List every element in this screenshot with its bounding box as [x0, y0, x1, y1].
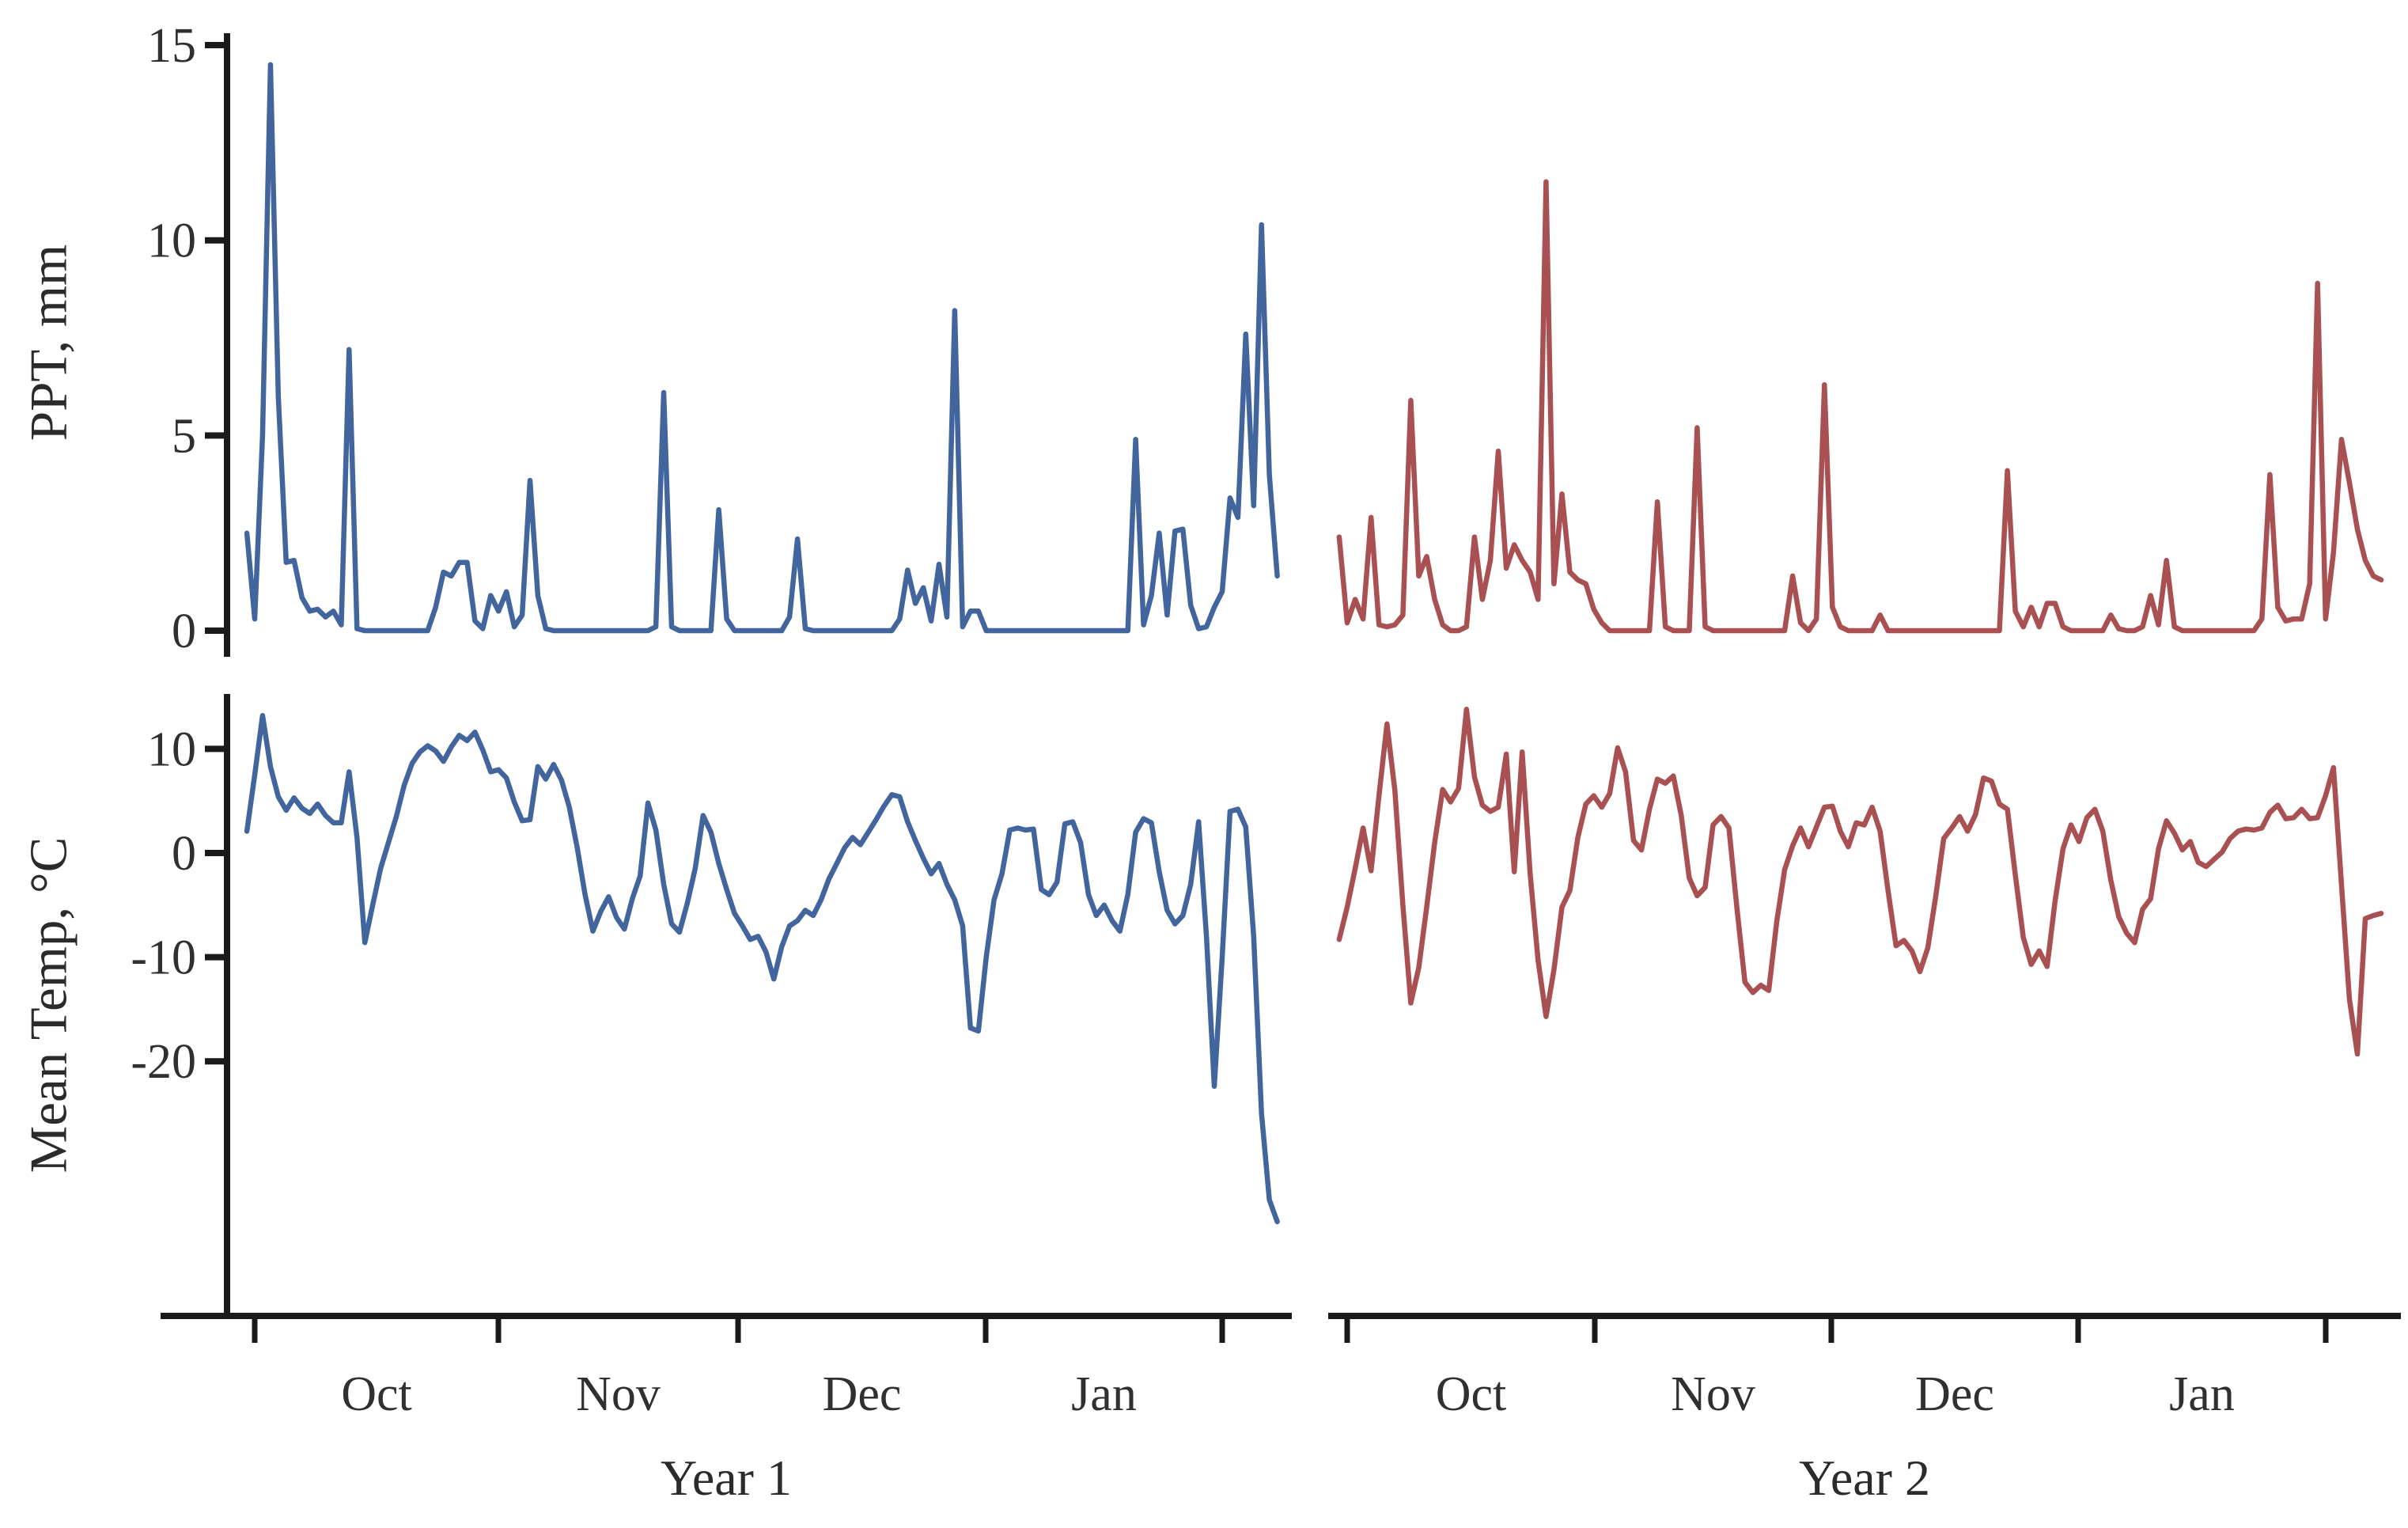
year2-temp-line	[1336, 707, 2384, 1057]
temp-y-tick-label: 0	[172, 827, 196, 881]
ppt-y-tick-label: 10	[147, 214, 196, 268]
year2-month-label: Nov	[1671, 1367, 1755, 1421]
year2-month-label: Dec	[1915, 1367, 1994, 1421]
year2-ppt-line	[1336, 179, 2384, 634]
year1-month-label: Nov	[576, 1367, 661, 1421]
temp-axis-title: Mean Temp, °C	[19, 836, 78, 1173]
ppt-y-tick-label: 0	[172, 605, 196, 658]
temp-y-tick-label: 10	[147, 722, 196, 776]
year1-month-label: Dec	[823, 1367, 902, 1421]
temp-y-tick-label: -20	[131, 1035, 196, 1089]
year2-month-label: Jan	[2169, 1367, 2235, 1421]
year2-facet-label: Year 2	[1799, 1450, 1930, 1506]
year1-month-label: Jan	[1071, 1367, 1137, 1421]
ppt-y-tick-label: 15	[147, 19, 196, 73]
year1-ppt-line	[244, 62, 1280, 634]
ppt-axis-title: PPT, mm	[19, 244, 78, 442]
year1-temp-line	[244, 713, 1280, 1225]
year1-facet-label: Year 1	[661, 1450, 792, 1506]
year1-month-label: Oct	[341, 1367, 412, 1421]
ppt-y-tick-label: 5	[172, 409, 196, 463]
year2-month-label: Oct	[1436, 1367, 1507, 1421]
temp-y-tick-label: -10	[131, 931, 196, 985]
